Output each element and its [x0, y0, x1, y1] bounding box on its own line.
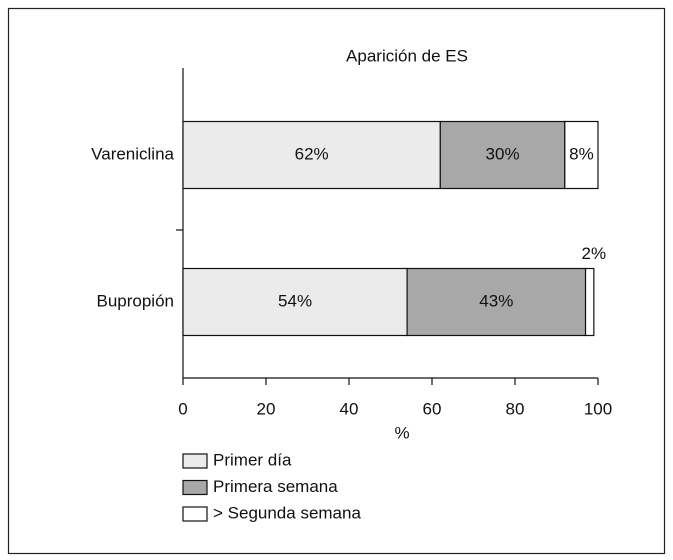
bar-segment	[584, 267, 595, 337]
x-tick-label: 80	[506, 399, 525, 418]
value-label: 8%	[569, 144, 594, 163]
bar-segment	[406, 267, 587, 337]
bar-segment	[564, 120, 599, 190]
y-tick-label: Vareniclina	[91, 144, 174, 163]
y-tick-label: Bupropión	[96, 291, 174, 310]
x-tick-label: 60	[423, 399, 442, 418]
x-axis-label: %	[394, 423, 409, 442]
x-tick-label: 0	[178, 399, 187, 418]
legend-swatch	[182, 453, 208, 469]
value-label: 30%	[486, 144, 520, 163]
bar-segment	[182, 267, 408, 337]
x-tick-label: 100	[584, 399, 612, 418]
value-label: 2%	[582, 244, 607, 263]
x-tick-label: 40	[340, 399, 359, 418]
value-label: 62%	[295, 144, 329, 163]
legend-label: Primera semana	[213, 477, 338, 496]
legend-swatch	[182, 506, 208, 522]
value-label: 54%	[278, 291, 312, 310]
x-tick-label: 20	[257, 399, 276, 418]
legend-label: Primer día	[213, 450, 292, 469]
legend-swatch	[182, 479, 208, 496]
chart-title: Aparición de ES	[346, 46, 468, 65]
frame	[7, 7, 666, 555]
legend-label: > Segunda semana	[213, 503, 361, 522]
value-label: 43%	[479, 291, 513, 310]
